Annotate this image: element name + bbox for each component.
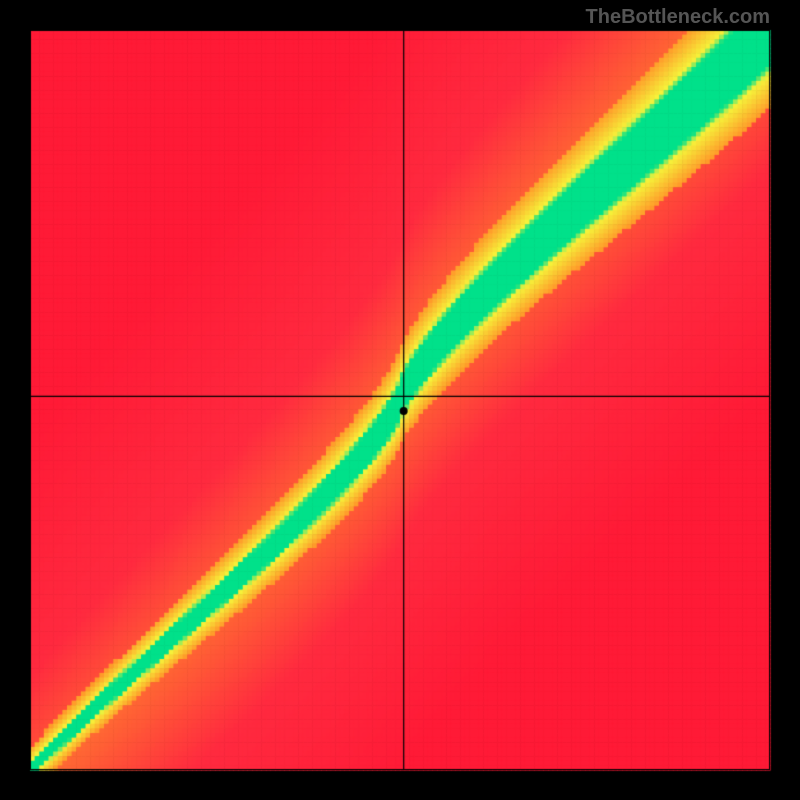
chart-container: TheBottleneck.com bbox=[0, 0, 800, 800]
bottleneck-heatmap bbox=[0, 0, 800, 800]
watermark-text: TheBottleneck.com bbox=[586, 6, 770, 29]
